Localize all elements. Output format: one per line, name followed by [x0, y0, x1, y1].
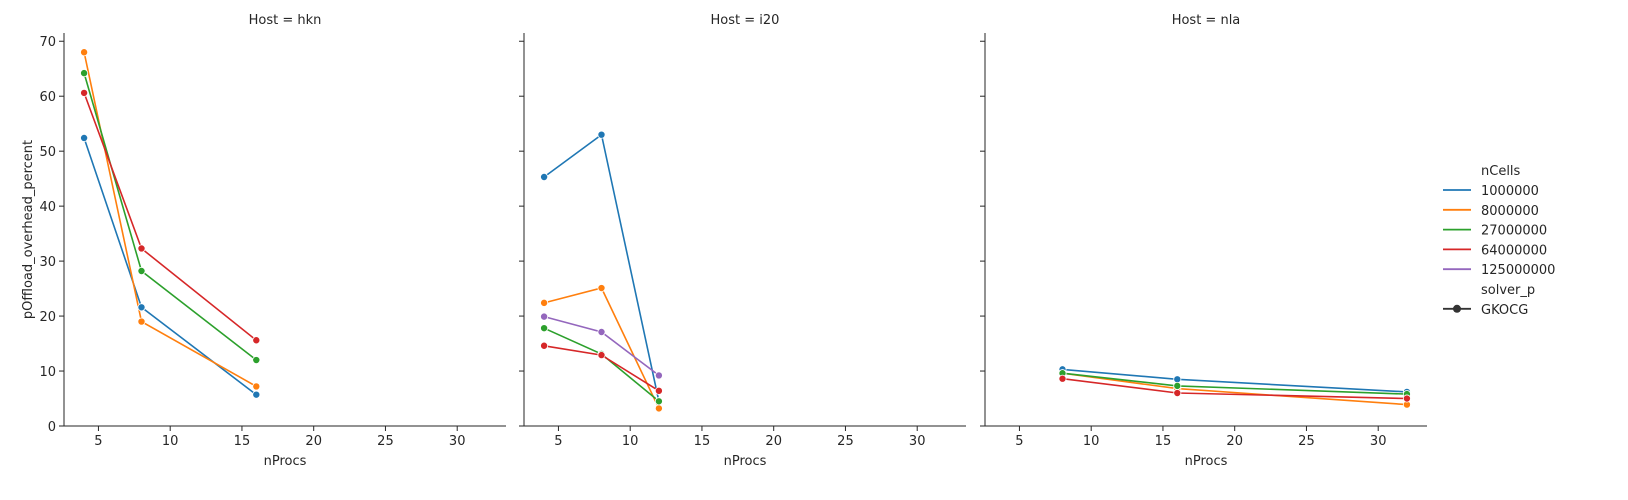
series-line-1-125000000 [543, 315, 660, 377]
x-tick-label-0-0: 5 [94, 434, 102, 449]
x-axis-title-2: nProcs [1185, 454, 1228, 469]
data-point-1-64000000-2 [654, 386, 663, 395]
x-tick-label-2-0: 5 [1015, 434, 1023, 449]
data-point-0-64000000-2 [252, 336, 261, 345]
x-tick-label-1-4: 25 [837, 434, 854, 449]
data-point-1-125000000-1 [597, 328, 606, 337]
legend-label-8000000: 8000000 [1481, 204, 1539, 219]
series-line-2-27000000 [1062, 372, 1407, 395]
data-point-0-1000000-2 [252, 390, 261, 399]
data-point-2-64000000-2 [1402, 394, 1411, 403]
data-point-0-27000000-1 [137, 266, 146, 275]
data-point-0-64000000-1 [137, 244, 146, 253]
panel-title-0: Host = hkn [249, 13, 322, 28]
x-tick-label-0-1: 10 [162, 434, 179, 449]
data-point-0-27000000-2 [252, 356, 261, 365]
y-tick-label-7: 70 [39, 35, 56, 50]
legend-label-27000000: 27000000 [1481, 224, 1547, 239]
data-point-1-27000000-0 [540, 324, 549, 333]
panel-title-2: Host = nla [1172, 13, 1241, 28]
x-tick-label-0-3: 20 [305, 434, 322, 449]
data-point-2-64000000-1 [1173, 389, 1182, 398]
data-point-0-8000000-0 [80, 48, 89, 57]
y-tick-label-6: 60 [39, 90, 56, 105]
data-point-1-8000000-0 [540, 298, 549, 307]
series-line-1-27000000 [543, 327, 660, 402]
data-point-0-1000000-0 [80, 133, 89, 142]
legend-label-125000000: 125000000 [1481, 263, 1555, 278]
data-point-1-64000000-0 [540, 341, 549, 350]
data-point-0-1000000-1 [137, 303, 146, 312]
x-tick-label-1-0: 5 [554, 434, 562, 449]
legend-style-title: solver_p [1481, 283, 1535, 298]
data-point-0-64000000-0 [80, 88, 89, 97]
panel-title-1: Host = i20 [711, 13, 780, 28]
series-line-0-8000000 [83, 52, 257, 388]
data-point-0-8000000-2 [252, 382, 261, 391]
data-point-1-8000000-2 [654, 404, 663, 413]
data-point-0-8000000-1 [137, 317, 146, 326]
data-point-1-1000000-1 [597, 130, 606, 139]
x-tick-label-0-5: 30 [449, 434, 466, 449]
x-tick-label-1-5: 30 [909, 434, 926, 449]
legend-hue-title: nCells [1481, 164, 1521, 179]
series-line-1-1000000 [543, 133, 660, 402]
x-tick-label-2-2: 15 [1155, 434, 1172, 449]
legend-style-label-GKOCG: GKOCG [1481, 303, 1528, 318]
data-point-1-1000000-0 [540, 173, 549, 182]
x-tick-label-1-3: 20 [765, 434, 782, 449]
data-point-1-64000000-1 [597, 351, 606, 360]
y-tick-label-5: 50 [39, 145, 56, 160]
x-tick-label-2-4: 25 [1298, 434, 1315, 449]
x-tick-label-0-2: 15 [234, 434, 251, 449]
legend-style-marker-GKOCG [1453, 304, 1461, 313]
x-tick-label-0-4: 25 [377, 434, 394, 449]
data-point-0-27000000-0 [80, 69, 89, 78]
y-tick-label-4: 40 [39, 200, 56, 215]
x-tick-label-2-3: 20 [1226, 434, 1243, 449]
data-point-1-27000000-2 [654, 397, 663, 406]
y-tick-label-1: 10 [39, 365, 56, 380]
data-point-1-125000000-0 [540, 312, 549, 321]
x-tick-label-1-1: 10 [622, 434, 639, 449]
data-point-1-8000000-1 [597, 284, 606, 293]
data-point-2-1000000-1 [1173, 375, 1182, 384]
y-tick-label-3: 30 [39, 255, 56, 270]
data-point-2-64000000-0 [1058, 374, 1067, 383]
y-tick-label-2: 20 [39, 310, 56, 325]
x-axis-title-1: nProcs [724, 454, 767, 469]
data-point-1-125000000-2 [654, 371, 663, 380]
y-tick-label-0: 0 [48, 420, 56, 435]
x-tick-label-2-5: 30 [1370, 434, 1387, 449]
y-axis-title: pOffload_overhead_percent [21, 140, 36, 319]
data-point-2-27000000-1 [1173, 381, 1182, 390]
legend-label-1000000: 1000000 [1481, 184, 1539, 199]
x-axis-title-0: nProcs [264, 454, 307, 469]
legend-label-64000000: 64000000 [1481, 243, 1547, 258]
x-tick-label-1-2: 15 [694, 434, 711, 449]
x-tick-label-2-1: 10 [1083, 434, 1100, 449]
